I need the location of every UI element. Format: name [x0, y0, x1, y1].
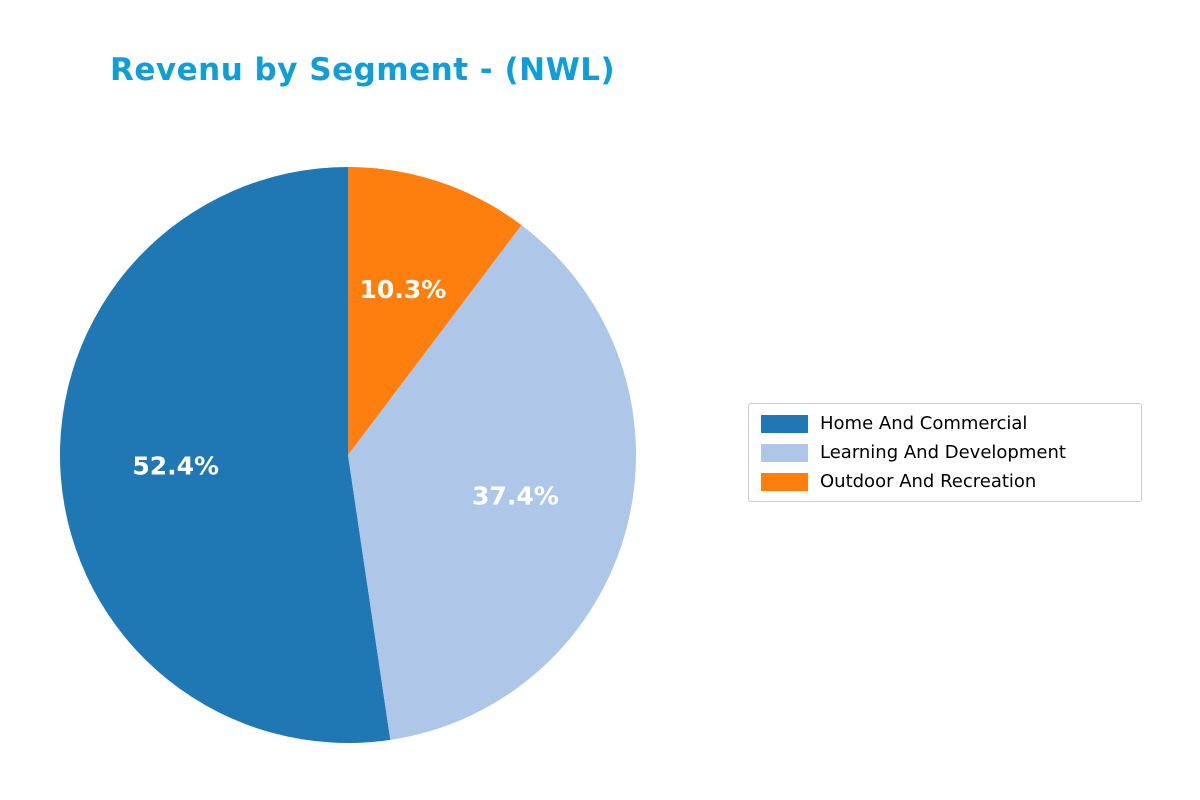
chart-title: Revenu by Segment - (NWL) — [110, 52, 616, 88]
legend-label: Home And Commercial — [820, 413, 1028, 434]
pie-pct-label: 10.3% — [360, 275, 447, 304]
legend: Home And Commercial Learning And Develop… — [748, 403, 1142, 502]
pie-slice-1 — [348, 225, 637, 740]
pie-pct-label: 37.4% — [472, 482, 559, 511]
legend-item: Outdoor And Recreation — [761, 471, 1129, 492]
pie-pct-label: 52.4% — [132, 452, 219, 481]
legend-swatch-learning-and-development — [761, 443, 808, 462]
legend-swatch-outdoor-and-recreation — [761, 472, 808, 491]
legend-swatch-home-and-commercial — [761, 414, 808, 433]
legend-label: Learning And Development — [820, 442, 1066, 463]
pie-slice-2 — [348, 167, 522, 455]
legend-item: Learning And Development — [761, 442, 1129, 463]
legend-label: Outdoor And Recreation — [820, 471, 1037, 492]
pie-slice-0 — [59, 167, 391, 743]
legend-item: Home And Commercial — [761, 413, 1129, 434]
